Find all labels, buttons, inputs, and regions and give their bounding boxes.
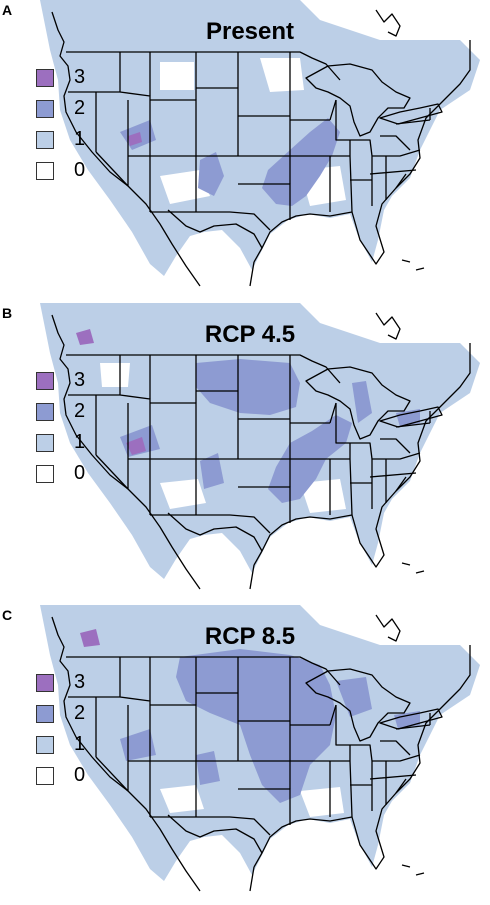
legend-label: 2 <box>74 702 86 724</box>
panel-letter: C <box>2 607 13 623</box>
coverage-level-0 <box>300 479 346 513</box>
legend-swatch-1 <box>36 735 54 754</box>
legend-item-3: 3 <box>36 62 85 93</box>
map-rcp45 <box>40 303 480 590</box>
coverage-level-3 <box>128 132 142 146</box>
legend-swatch-1 <box>36 433 54 452</box>
legend-label: 1 <box>74 128 86 150</box>
legend-swatch-1 <box>36 130 54 149</box>
legend-swatch-2 <box>36 704 54 723</box>
legend: 3 2 1 0 <box>36 365 85 489</box>
legend-label: 3 <box>74 369 86 391</box>
legend-label: 3 <box>74 671 86 693</box>
legend-swatch-3 <box>36 68 54 87</box>
legend-label: 0 <box>74 764 86 786</box>
legend-item-2: 2 <box>36 698 85 729</box>
legend-label: 0 <box>74 462 86 484</box>
coverage-level-2 <box>196 359 300 415</box>
legend-label: 3 <box>74 66 86 88</box>
map-panel-rcp45: B RCP 4.5 3 2 1 0 <box>0 303 490 603</box>
legend: 3 2 1 0 <box>36 667 85 791</box>
panel-title: RCP 4.5 <box>204 321 296 348</box>
legend-swatch-0 <box>36 464 54 483</box>
legend-swatch-3 <box>36 371 54 390</box>
legend-swatch-3 <box>36 673 54 692</box>
legend-item-0: 0 <box>36 760 85 791</box>
legend-item-3: 3 <box>36 365 85 396</box>
coverage-level-3 <box>126 437 146 455</box>
legend-item-0: 0 <box>36 458 85 489</box>
legend-swatch-0 <box>36 766 54 785</box>
map-panel-present: A Present 3 2 1 0 <box>0 0 490 300</box>
legend-item-2: 2 <box>36 93 85 124</box>
panel-letter: B <box>2 305 13 321</box>
legend-swatch-2 <box>36 99 54 118</box>
legend-label: 1 <box>74 733 86 755</box>
coverage-level-0 <box>260 58 304 92</box>
map-present <box>40 0 480 287</box>
legend: 3 2 1 0 <box>36 62 85 186</box>
map-panel-rcp85: C RCP 8.5 3 2 1 0 <box>0 605 490 905</box>
legend-label: 1 <box>74 431 86 453</box>
legend-swatch-2 <box>36 402 54 421</box>
legend-label: 2 <box>74 400 86 422</box>
legend-swatch-0 <box>36 161 54 180</box>
map-rcp85 <box>40 605 480 892</box>
legend-label: 0 <box>74 159 86 181</box>
coverage-level-3 <box>80 629 100 647</box>
legend-item-3: 3 <box>36 667 85 698</box>
panel-title: Present <box>205 18 295 45</box>
legend-item-1: 1 <box>36 124 85 155</box>
panel-letter: A <box>2 2 13 18</box>
legend-item-2: 2 <box>36 396 85 427</box>
coverage-level-2 <box>176 649 336 803</box>
legend-label: 2 <box>74 97 86 119</box>
legend-item-0: 0 <box>36 155 85 186</box>
panel-title: RCP 8.5 <box>204 623 296 650</box>
coverage-level-0 <box>300 787 344 817</box>
legend-item-1: 1 <box>36 729 85 760</box>
legend-item-1: 1 <box>36 427 85 458</box>
